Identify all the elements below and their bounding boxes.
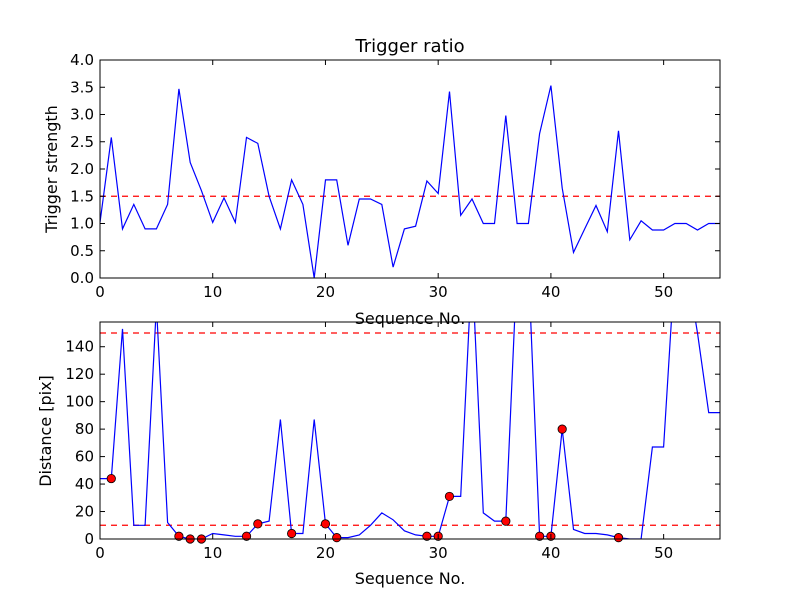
y-tick-label: 0.0 [70, 269, 94, 287]
series-line [100, 85, 720, 278]
y-tick-label: 4.0 [70, 51, 94, 69]
axes-frame [99, 321, 721, 540]
data-point [444, 491, 455, 502]
data-point [613, 533, 624, 543]
data-point [174, 531, 184, 541]
x-tick-label: 30 [429, 283, 448, 301]
y-tick-label: 0 [84, 530, 94, 548]
data-point [320, 519, 331, 529]
axis-ticks: 0 10 20 30 40 50 0.0 0.5 1.0 1.5 2.0 2.5 3.0 3.5 4.0 [70, 51, 720, 301]
plot-area [99, 59, 721, 279]
x-tick-label: 0 [95, 544, 105, 562]
x-tick-label: 50 [654, 283, 673, 301]
plot-area [99, 321, 721, 544]
data-point [253, 519, 263, 529]
y-tick-label: 80 [75, 420, 94, 438]
data-point [106, 473, 116, 484]
x-tick-label: 30 [429, 544, 448, 562]
y-tick-label: 0.5 [70, 242, 94, 260]
chart-title: Trigger ratio [354, 36, 464, 57]
x-tick-label: 20 [316, 283, 335, 301]
y-tick-label: 1.5 [70, 187, 94, 205]
y-tick-label: 3.0 [70, 106, 94, 124]
y-tick-label: 100 [65, 393, 94, 411]
x-tick-label: 20 [316, 544, 335, 562]
x-tick-label: 50 [654, 544, 673, 562]
y-tick-label: 60 [75, 448, 94, 466]
x-axis-label: Sequence No. [355, 309, 466, 328]
data-point [241, 531, 252, 541]
data-point [332, 533, 342, 543]
distance-chart: 0 10 20 30 40 50 0 20 40 60 80 100 120 140 Sequence N… [36, 321, 721, 588]
data-point [287, 528, 297, 539]
y-tick-label: 2.5 [70, 133, 94, 151]
y-axis-label: Trigger strength [42, 105, 61, 234]
x-axis-label: Sequence No. [355, 569, 466, 588]
series-line [100, 322, 720, 539]
y-tick-label: 1.0 [70, 215, 94, 233]
x-tick-label: 10 [203, 544, 222, 562]
data-point [535, 531, 545, 541]
data-point [422, 531, 432, 541]
x-tick-label: 40 [541, 283, 560, 301]
x-tick-label: 40 [541, 544, 560, 562]
y-tick-label: 20 [75, 503, 94, 521]
y-tick-label: 40 [75, 475, 94, 493]
x-tick-label: 0 [95, 283, 105, 301]
y-tick-label: 3.5 [70, 78, 94, 96]
y-tick-label: 2.0 [70, 160, 94, 178]
y-tick-label: 120 [65, 365, 94, 383]
y-axis-label: Distance [pix] [36, 375, 55, 487]
data-point [557, 424, 567, 434]
y-tick-label: 140 [65, 338, 94, 356]
data-point [501, 516, 511, 526]
axis-ticks: 0 10 20 30 40 50 0 20 40 60 80 100 120 140 [65, 322, 720, 562]
trigger-ratio-chart: Trigger ratio 0 10 20 30 40 50 0.0 0.5 1.0 1.5 2.0… [42, 36, 721, 328]
x-tick-label: 10 [203, 283, 222, 301]
